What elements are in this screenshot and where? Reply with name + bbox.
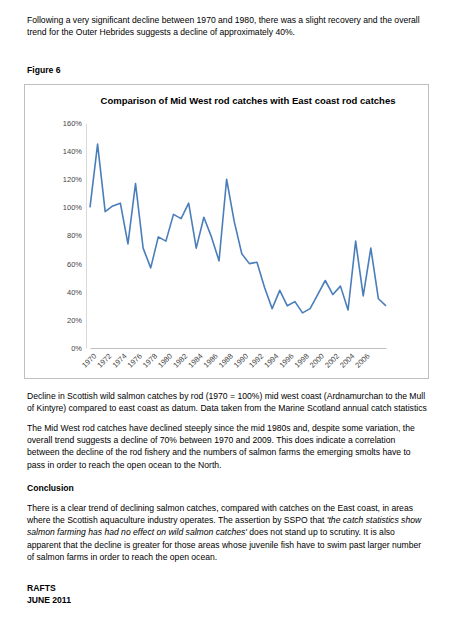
y-tick: 120% [63,175,86,184]
y-tick-label: 80% [67,231,82,240]
y-tick-label: 0% [71,344,82,353]
x-tick: 1990 [232,348,250,370]
y-tick-label: 100% [63,203,83,212]
x-tick: 1982 [171,348,189,370]
y-tick-label: 160% [63,119,83,128]
signature-line: JUNE 2011 [27,594,427,606]
x-tick: 1996 [277,348,295,370]
x-axis: 1970197219741976197819801982198419861988… [80,348,386,370]
x-tick: 1998 [293,348,311,370]
x-tick-label: 2000 [308,352,326,370]
x-tick-label: 1998 [293,352,311,370]
intro-paragraph: Following a very significant decline bet… [27,14,427,38]
x-tick: 1972 [95,348,113,370]
y-tick-label: 60% [67,260,82,269]
y-tick: 100% [63,203,86,212]
y-axis: 0% 20% 40% 60% 80% 100% 120% 140% 160% [63,119,87,353]
y-tick-label: 140% [63,147,83,156]
x-tick: 1978 [141,348,159,370]
x-tick-label: 2002 [323,352,341,370]
y-tick-label: 120% [63,175,83,184]
x-tick: 1984 [186,348,204,370]
x-tick: 1980 [156,348,174,370]
x-tick: 1992 [247,348,265,370]
x-tick: 2006 [353,348,371,370]
x-tick: 1974 [110,348,128,370]
x-tick-label: 1974 [110,352,128,370]
figure-caption: Decline in Scottish wild salmon catches … [27,390,427,414]
x-tick-label: 1994 [262,352,280,370]
x-tick: 1994 [262,348,280,370]
x-tick: 1986 [202,348,220,370]
x-tick-label: 1988 [217,352,235,370]
x-tick: 1970 [80,348,98,370]
x-tick-label: 1992 [247,352,265,370]
y-tick-label: 20% [67,316,82,325]
x-tick-label: 1980 [156,352,174,370]
discussion-paragraph: The Mid West rod catches have declined s… [27,422,427,471]
y-axis-line [86,124,87,349]
x-tick-label: 1982 [171,352,189,370]
x-tick-label: 1986 [202,352,220,370]
x-tick: 2000 [308,348,326,370]
conclusion-heading: Conclusion [27,482,427,494]
figure-label: Figure 6 [27,64,427,76]
x-axis-line [91,348,387,349]
x-tick-label: 2004 [338,352,356,370]
x-tick-label: 1972 [95,352,113,370]
x-tick-label: 1996 [277,352,295,370]
data-line [90,144,386,313]
x-tick: 2004 [338,348,356,370]
x-tick-label: 1984 [186,352,204,370]
x-tick-label: 1978 [141,352,159,370]
y-tick-label: 40% [67,288,82,297]
chart-title: Comparison of Mid West rod catches with … [101,95,396,106]
y-tick: 20% [67,316,86,325]
y-tick: 60% [67,260,86,269]
x-tick: 1988 [217,348,235,370]
y-tick: 80% [67,231,86,240]
signature-line: RAFTS [27,582,427,594]
x-tick-label: 1976 [126,352,144,370]
y-tick: 160% [63,119,86,128]
conclusion-paragraph: There is a clear trend of declining salm… [27,502,427,563]
y-tick: 0% [71,344,86,353]
y-tick: 140% [63,147,86,156]
plot-area [90,144,386,313]
chart-frame [25,85,429,379]
x-tick: 2002 [323,348,341,370]
x-tick: 1976 [126,348,144,370]
x-tick-label: 2006 [353,352,371,370]
y-tick: 40% [67,288,86,297]
x-tick-label: 1970 [80,352,98,370]
chart: Comparison of Mid West rod catches with … [24,84,429,379]
x-tick-label: 1990 [232,352,250,370]
